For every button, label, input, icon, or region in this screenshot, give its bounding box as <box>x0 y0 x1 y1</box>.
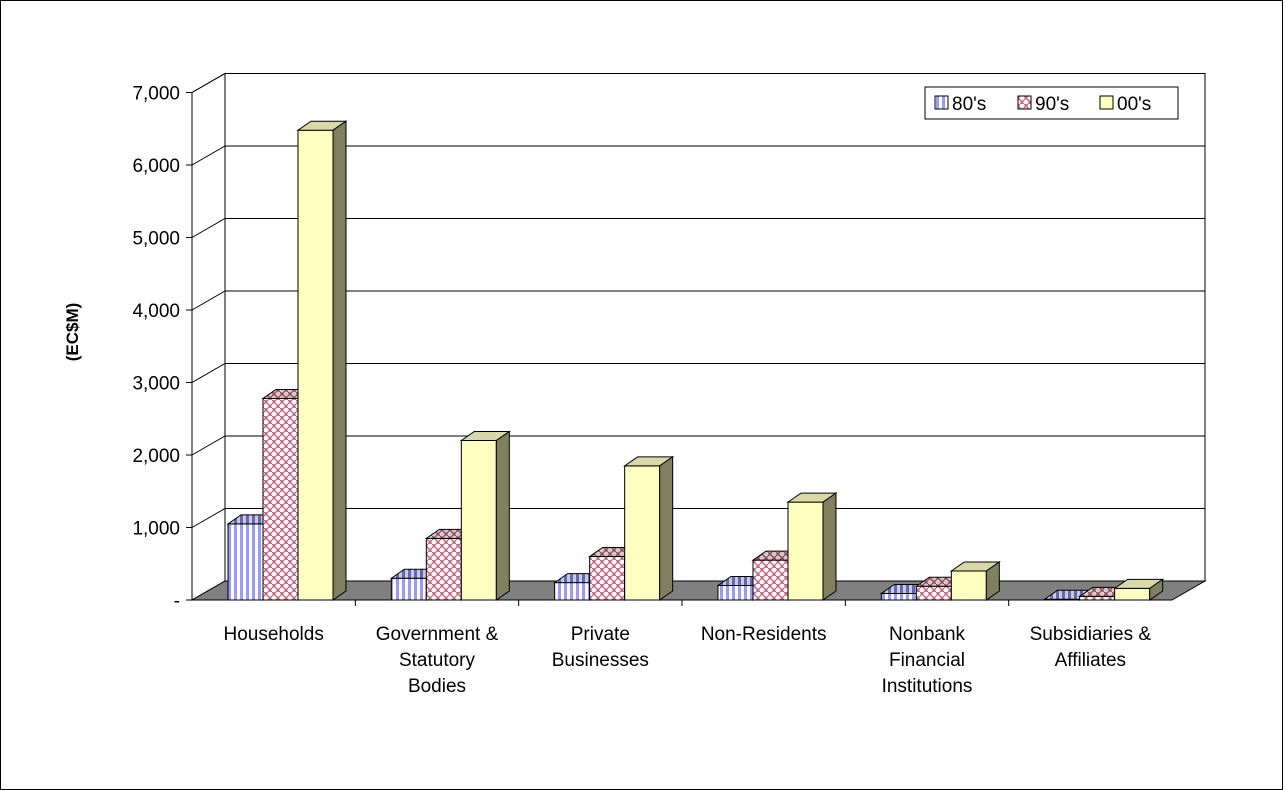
legend-swatch-00s <box>1099 95 1114 110</box>
category-label: Nonbank Financial Institutions <box>882 624 973 697</box>
bar-00s <box>786 492 838 601</box>
category-label-line: Households <box>223 624 323 645</box>
y-axis-label: (EC$M) <box>63 303 82 362</box>
category-label: Households <box>223 624 323 645</box>
bar-side <box>495 430 510 601</box>
category-label-line: Affiliates <box>1055 650 1126 671</box>
bar-front <box>297 129 334 601</box>
bar-side <box>332 120 347 601</box>
bar-00s <box>623 455 675 601</box>
category-label-line: Bodies <box>408 676 466 697</box>
category-label: Subsidiaries & Affiliates <box>1030 624 1152 671</box>
gridline <box>191 73 1205 93</box>
bar-front <box>390 577 427 601</box>
category-label-line: Private <box>571 624 630 645</box>
y-tick-label: 6,000 <box>132 156 180 177</box>
y-tick-label: 7,000 <box>132 84 180 105</box>
y-tick-label: - <box>174 591 180 612</box>
bar-00s <box>949 561 1001 601</box>
gridline <box>191 435 1205 456</box>
y-tick-label: 3,000 <box>132 374 180 395</box>
bar-front <box>1114 587 1151 601</box>
bar-front <box>1079 595 1116 601</box>
bar-front <box>227 523 264 601</box>
bar-front <box>752 559 789 601</box>
bar-front <box>950 570 987 601</box>
gridline <box>191 508 1205 528</box>
y-tick-label: 4,000 <box>132 301 180 322</box>
legend-swatch-90s <box>1017 95 1032 110</box>
bar-front <box>787 501 824 601</box>
y-tick-label: 2,000 <box>132 446 180 467</box>
bar-front <box>589 556 626 601</box>
bar-side <box>985 561 1000 601</box>
gridline <box>191 145 1205 166</box>
bar-00s <box>459 430 511 601</box>
category-label: Non-Residents <box>701 624 827 645</box>
gridline <box>191 363 1205 383</box>
bar-front <box>554 582 591 601</box>
bar-front <box>262 397 299 601</box>
category-label-line: Subsidiaries & <box>1030 624 1152 645</box>
category-label-line: Businesses <box>552 650 649 671</box>
bar-front <box>460 440 497 601</box>
bar-front <box>717 585 754 601</box>
bar-side <box>1149 578 1164 601</box>
category-label: Government & Statutory Bodies <box>376 624 499 697</box>
category-label-line: Statutory <box>399 650 476 671</box>
bar-front <box>880 592 917 601</box>
side-wall <box>191 72 226 601</box>
category-label: Private Businesses <box>552 624 649 671</box>
y-tick-label: 5,000 <box>132 229 180 250</box>
gridline <box>191 218 1205 238</box>
bar-side <box>822 492 837 601</box>
y-tick-label: 1,000 <box>132 519 180 540</box>
legend-box <box>924 86 1179 120</box>
category-label-line: Institutions <box>882 676 973 697</box>
bar-side <box>659 455 674 601</box>
bar-00s <box>1113 578 1165 601</box>
bar-front <box>915 585 952 601</box>
legend-swatch-80s <box>934 95 949 110</box>
bar-front <box>425 537 462 601</box>
bar-front <box>624 465 661 601</box>
bar-00s <box>296 120 348 601</box>
legend-label-90s: 90's <box>1035 94 1069 115</box>
category-label-line: Government & <box>376 624 499 645</box>
gridline <box>191 290 1205 311</box>
category-label-line: Financial <box>889 650 965 671</box>
legend-label-00s: 00's <box>1117 94 1151 115</box>
legend-label-80s: 80's <box>952 94 986 115</box>
back-wall <box>224 73 1206 582</box>
category-label-line: Non-Residents <box>701 624 827 645</box>
category-label-line: Nonbank <box>889 624 966 645</box>
